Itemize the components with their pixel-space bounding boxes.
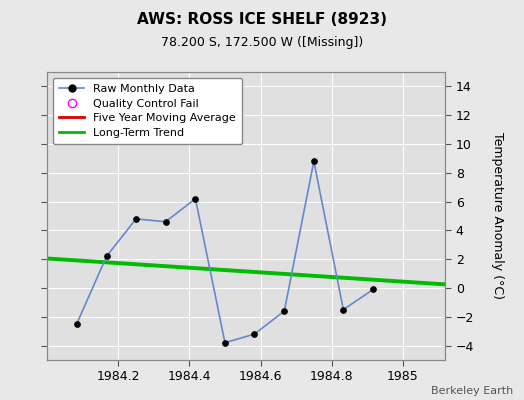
Legend: Raw Monthly Data, Quality Control Fail, Five Year Moving Average, Long-Term Tren: Raw Monthly Data, Quality Control Fail, … xyxy=(53,78,242,144)
Text: 78.200 S, 172.500 W ([Missing]): 78.200 S, 172.500 W ([Missing]) xyxy=(161,36,363,49)
Y-axis label: Temperature Anomaly (°C): Temperature Anomaly (°C) xyxy=(491,132,504,300)
Text: Berkeley Earth: Berkeley Earth xyxy=(431,386,514,396)
Text: AWS: ROSS ICE SHELF (8923): AWS: ROSS ICE SHELF (8923) xyxy=(137,12,387,27)
